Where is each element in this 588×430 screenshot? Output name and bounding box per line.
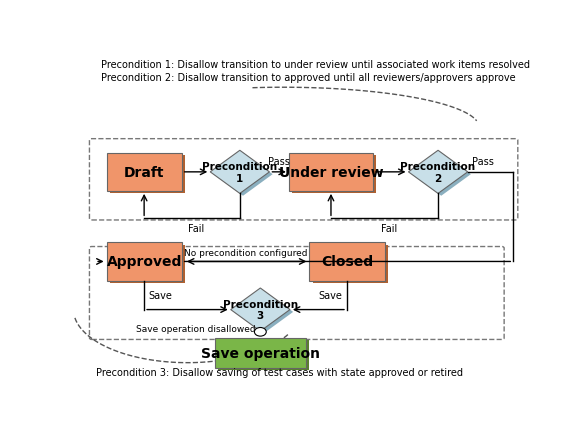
FancyBboxPatch shape: [309, 243, 385, 281]
Text: Precondition
2: Precondition 2: [400, 162, 476, 183]
Text: No precondition configured: No precondition configured: [184, 248, 308, 257]
Text: Save operation disallowed: Save operation disallowed: [136, 324, 256, 333]
FancyBboxPatch shape: [312, 245, 387, 283]
Text: Fail: Fail: [381, 223, 397, 233]
Text: Under review: Under review: [279, 166, 383, 179]
Text: Pass: Pass: [472, 157, 494, 166]
FancyBboxPatch shape: [106, 154, 182, 191]
Text: Save: Save: [319, 290, 342, 301]
Polygon shape: [409, 151, 467, 194]
FancyBboxPatch shape: [110, 156, 185, 194]
Polygon shape: [412, 153, 471, 196]
Polygon shape: [213, 153, 273, 196]
FancyBboxPatch shape: [106, 243, 182, 281]
Text: Precondition
1: Precondition 1: [202, 162, 278, 183]
Polygon shape: [230, 289, 290, 332]
Polygon shape: [234, 291, 293, 334]
Text: Approved: Approved: [106, 255, 182, 269]
FancyBboxPatch shape: [110, 245, 185, 283]
FancyBboxPatch shape: [292, 156, 376, 194]
Text: Save operation: Save operation: [201, 346, 320, 360]
Text: Pass: Pass: [268, 157, 290, 166]
Text: Fail: Fail: [188, 223, 205, 233]
FancyBboxPatch shape: [218, 340, 309, 370]
FancyBboxPatch shape: [215, 338, 306, 368]
Text: Precondition 1: Disallow transition to under review until associated work items : Precondition 1: Disallow transition to u…: [101, 60, 530, 70]
Text: Closed: Closed: [321, 255, 373, 269]
Text: Precondition
3: Precondition 3: [223, 299, 298, 321]
Text: Precondition 3: Disallow saving of test cases with state approved or retired: Precondition 3: Disallow saving of test …: [96, 367, 463, 377]
Circle shape: [255, 328, 266, 336]
Text: Precondition 2: Disallow transition to approved until all reviewers/approvers ap: Precondition 2: Disallow transition to a…: [101, 73, 516, 83]
Text: Save: Save: [149, 290, 172, 301]
Polygon shape: [211, 151, 269, 194]
FancyBboxPatch shape: [289, 154, 373, 191]
Text: Draft: Draft: [124, 166, 165, 179]
